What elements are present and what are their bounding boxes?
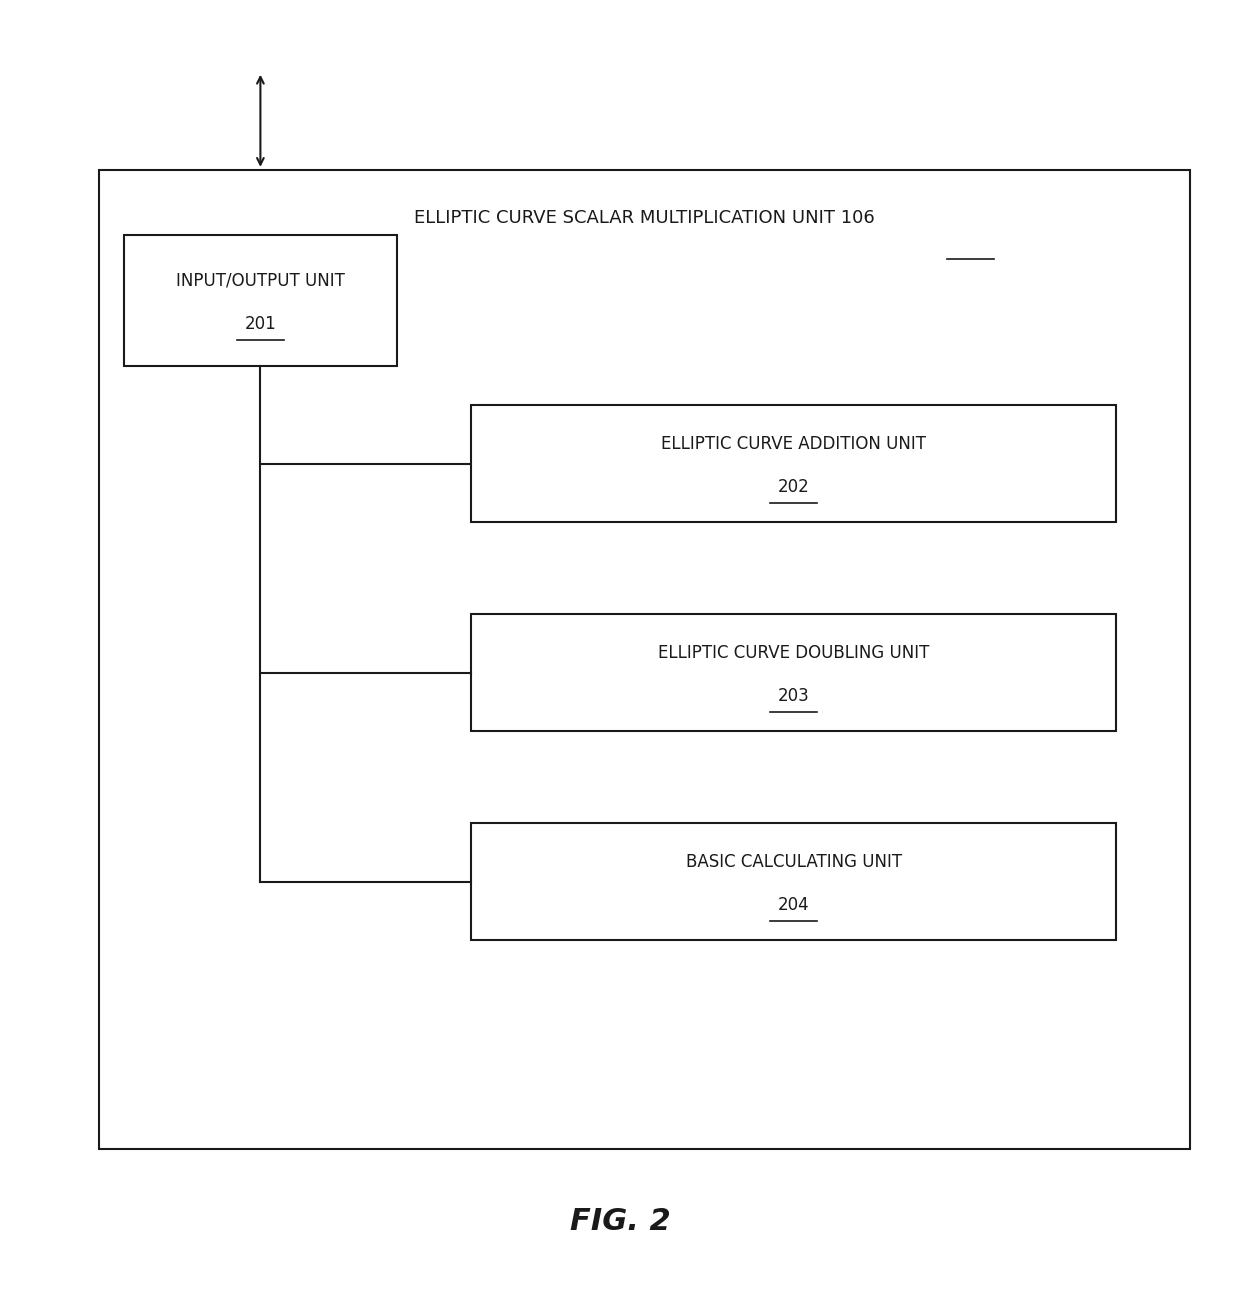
Bar: [124, 235, 397, 366]
Bar: [471, 823, 1116, 940]
Text: 202: 202: [777, 478, 810, 496]
Text: 204: 204: [777, 896, 810, 914]
Text: ELLIPTIC CURVE DOUBLING UNIT: ELLIPTIC CURVE DOUBLING UNIT: [658, 644, 929, 662]
Bar: [471, 405, 1116, 522]
Text: ELLIPTIC CURVE SCALAR MULTIPLICATION UNIT 106: ELLIPTIC CURVE SCALAR MULTIPLICATION UNI…: [414, 209, 875, 227]
Text: 203: 203: [777, 687, 810, 705]
Text: 201: 201: [244, 315, 277, 333]
Text: FIG. 2: FIG. 2: [569, 1207, 671, 1235]
Text: INPUT/OUTPUT UNIT: INPUT/OUTPUT UNIT: [176, 272, 345, 290]
Text: BASIC CALCULATING UNIT: BASIC CALCULATING UNIT: [686, 853, 901, 871]
Bar: [471, 614, 1116, 731]
Bar: [99, 170, 1190, 1149]
Text: ELLIPTIC CURVE ADDITION UNIT: ELLIPTIC CURVE ADDITION UNIT: [661, 435, 926, 453]
